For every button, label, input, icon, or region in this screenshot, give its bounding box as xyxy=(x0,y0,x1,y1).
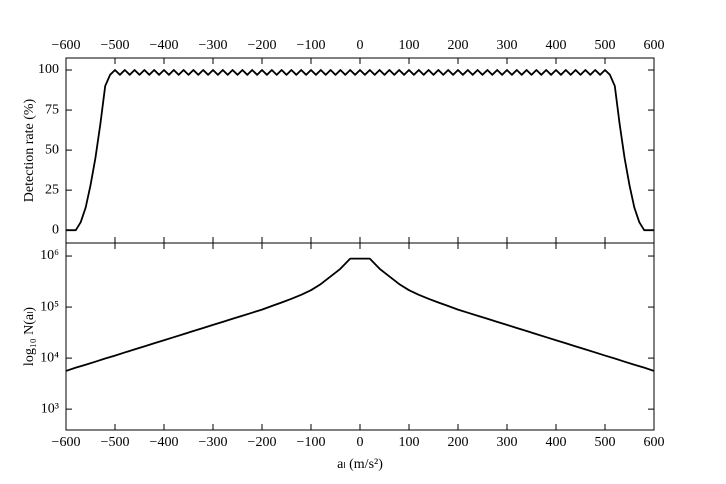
x-tick-label: −200 xyxy=(248,38,277,53)
y-tick-label: 10³ xyxy=(41,401,59,416)
y-tick-label: 50 xyxy=(45,142,59,157)
y-axis-label: log₁₀ N(aₗ) xyxy=(22,307,37,366)
x-tick-label: 500 xyxy=(595,38,616,53)
x-tick-label: 500 xyxy=(595,435,616,450)
x-tick-label: 0 xyxy=(357,38,364,53)
y-tick-label: 25 xyxy=(45,182,59,197)
x-tick-label: −400 xyxy=(150,38,179,53)
x-tick-label: 600 xyxy=(644,435,665,450)
x-tick-label: −500 xyxy=(101,435,130,450)
x-tick-label: −600 xyxy=(52,38,81,53)
x-tick-label: −300 xyxy=(199,435,228,450)
x-tick-label: −500 xyxy=(101,38,130,53)
x-tick-label: 400 xyxy=(546,435,567,450)
x-tick-label: 200 xyxy=(448,435,469,450)
y-tick-label: 10⁵ xyxy=(40,299,59,314)
x-tick-label: −600 xyxy=(52,435,81,450)
x-tick-label: 100 xyxy=(399,38,420,53)
x-tick-label: 0 xyxy=(357,435,364,450)
y-tick-label: 0 xyxy=(52,222,59,237)
data-line xyxy=(66,69,654,232)
x-tick-label: −400 xyxy=(150,435,179,450)
data-line xyxy=(65,257,655,372)
x-tick-label: 100 xyxy=(399,435,420,450)
y-tick-label: 100 xyxy=(38,62,59,77)
y-tick-label: 10⁶ xyxy=(40,248,59,263)
x-tick-label: 400 xyxy=(546,38,567,53)
x-tick-label: −100 xyxy=(297,435,326,450)
x-tick-label: −200 xyxy=(248,435,277,450)
x-tick-label: 300 xyxy=(497,435,518,450)
y-tick-label: 75 xyxy=(45,102,59,117)
plot-frame xyxy=(65,242,655,431)
x-tick-label: −300 xyxy=(199,38,228,53)
x-tick-label: 600 xyxy=(644,38,665,53)
x-tick-label: 300 xyxy=(497,38,518,53)
x-tick-label: −100 xyxy=(297,38,326,53)
y-axis-label: Detection rate (%) xyxy=(22,98,37,202)
y-tick-label: 10⁴ xyxy=(40,350,59,365)
x-axis-label: aₗ (m/s²) xyxy=(337,457,383,472)
plot-frame xyxy=(65,57,655,244)
x-tick-label: 200 xyxy=(448,38,469,53)
